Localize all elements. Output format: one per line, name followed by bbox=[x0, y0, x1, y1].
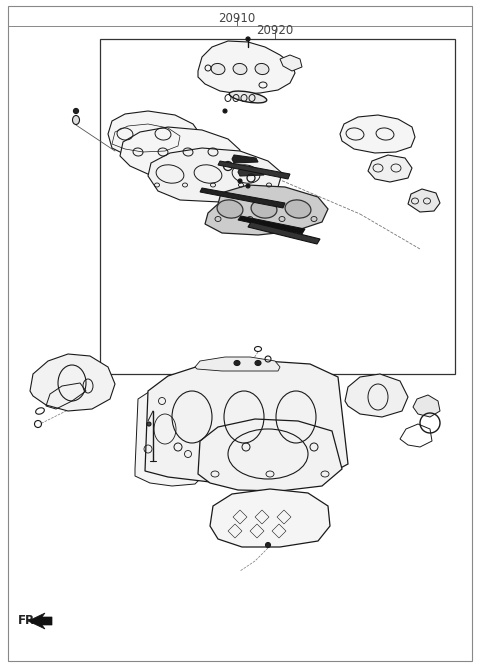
Ellipse shape bbox=[73, 108, 79, 114]
Ellipse shape bbox=[147, 422, 151, 426]
Polygon shape bbox=[30, 354, 115, 411]
Ellipse shape bbox=[255, 64, 269, 74]
Ellipse shape bbox=[233, 64, 247, 74]
Ellipse shape bbox=[246, 184, 250, 188]
Polygon shape bbox=[368, 155, 412, 182]
Ellipse shape bbox=[223, 109, 227, 113]
Ellipse shape bbox=[251, 200, 277, 218]
Polygon shape bbox=[280, 55, 302, 71]
Polygon shape bbox=[248, 222, 320, 244]
Polygon shape bbox=[232, 155, 258, 163]
Polygon shape bbox=[408, 189, 440, 212]
Polygon shape bbox=[210, 489, 330, 547]
Ellipse shape bbox=[255, 361, 261, 365]
Polygon shape bbox=[200, 188, 285, 208]
Polygon shape bbox=[340, 115, 415, 153]
Text: FR.: FR. bbox=[18, 614, 40, 627]
Bar bbox=[100, 39, 455, 374]
Ellipse shape bbox=[229, 91, 267, 103]
Polygon shape bbox=[195, 357, 280, 371]
Ellipse shape bbox=[217, 200, 243, 218]
Polygon shape bbox=[198, 419, 342, 491]
Text: 20920: 20920 bbox=[256, 24, 294, 37]
Ellipse shape bbox=[246, 37, 250, 41]
Polygon shape bbox=[345, 374, 408, 417]
Text: 20910: 20910 bbox=[218, 12, 256, 25]
Polygon shape bbox=[413, 395, 440, 417]
Polygon shape bbox=[218, 161, 290, 179]
Polygon shape bbox=[145, 361, 348, 484]
Ellipse shape bbox=[238, 179, 242, 183]
Polygon shape bbox=[238, 216, 305, 234]
Ellipse shape bbox=[234, 361, 240, 365]
Polygon shape bbox=[28, 613, 52, 629]
Polygon shape bbox=[135, 384, 205, 486]
Polygon shape bbox=[238, 168, 264, 176]
Ellipse shape bbox=[211, 64, 225, 74]
Polygon shape bbox=[108, 111, 200, 159]
Ellipse shape bbox=[72, 116, 80, 124]
Ellipse shape bbox=[265, 543, 271, 547]
Polygon shape bbox=[198, 41, 295, 94]
Polygon shape bbox=[148, 148, 282, 202]
Polygon shape bbox=[120, 127, 240, 177]
Ellipse shape bbox=[285, 200, 311, 218]
Polygon shape bbox=[205, 185, 328, 235]
